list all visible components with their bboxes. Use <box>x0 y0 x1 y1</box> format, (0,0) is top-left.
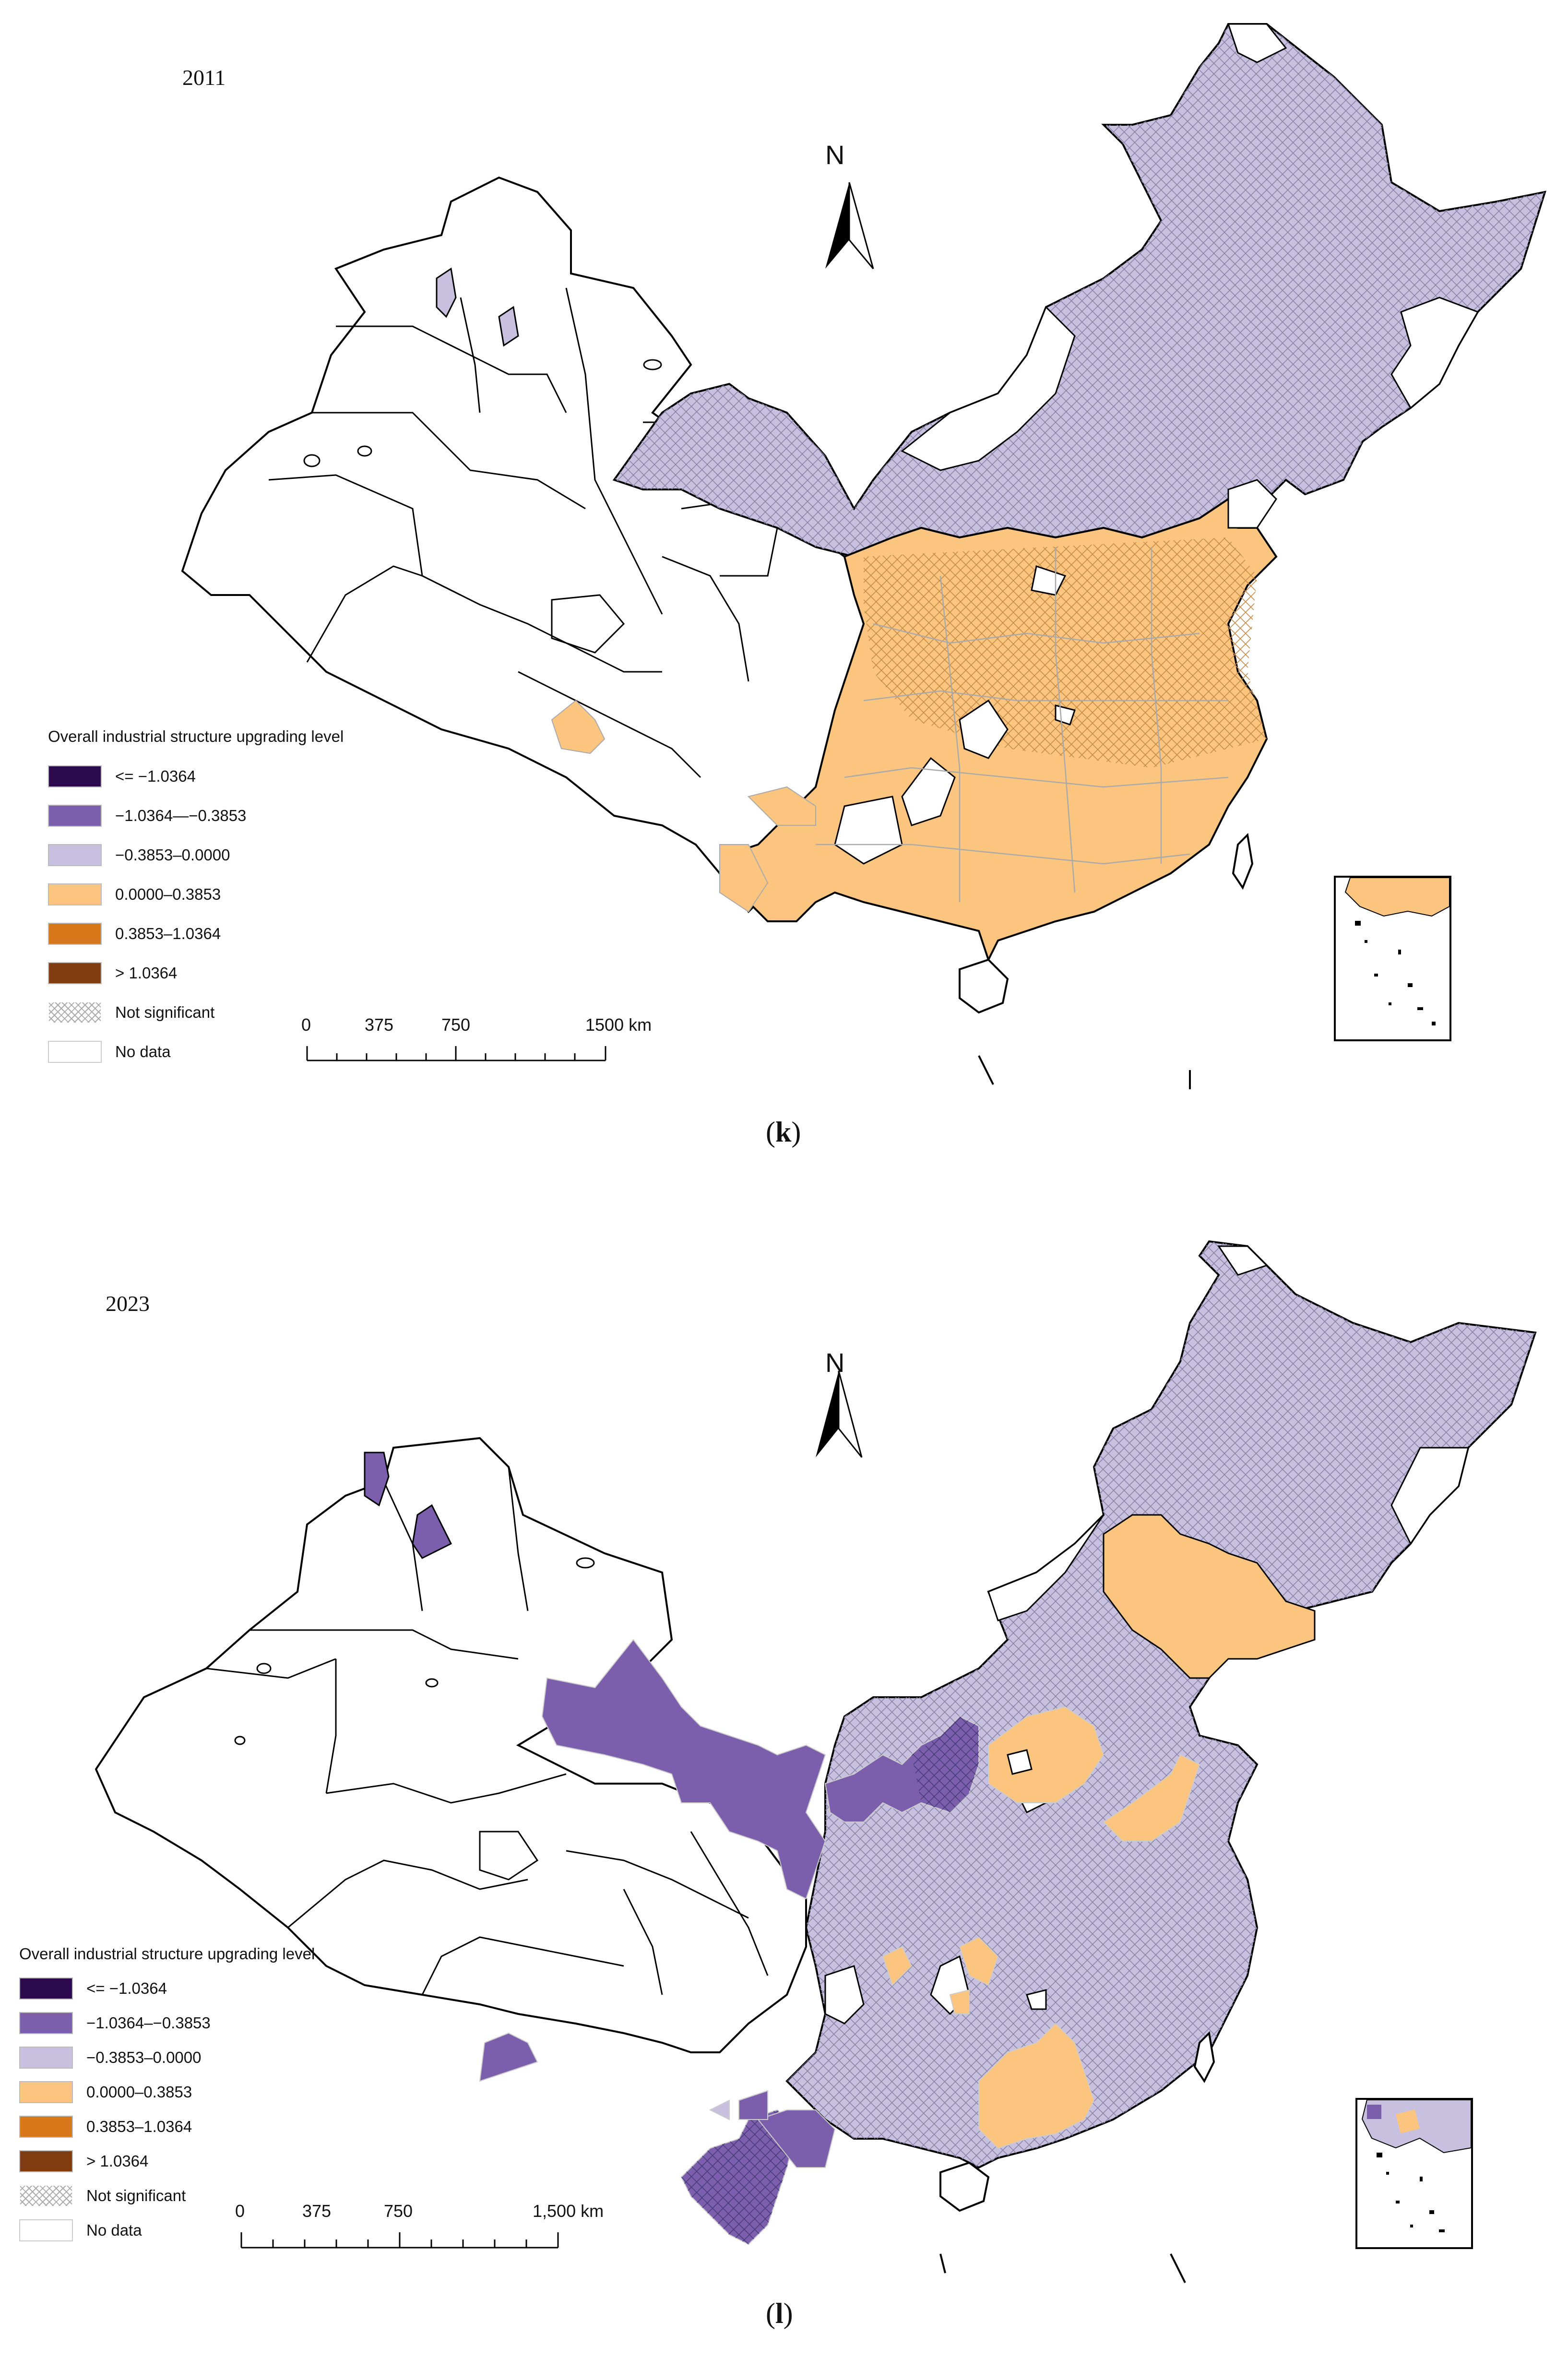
legend-swatch <box>19 2150 73 2172</box>
legend-swatch <box>19 1977 73 2000</box>
legend-item: > 1.0364 <box>48 953 374 993</box>
legend-item: −0.3853–0.0000 <box>48 835 374 875</box>
legend-swatch <box>48 765 102 787</box>
legend-title: Overall industrial structure upgrading l… <box>19 1945 315 1963</box>
scale-bar <box>240 2232 559 2249</box>
legend-swatch-hatch <box>48 1001 102 1024</box>
legend-swatch <box>48 844 102 866</box>
scale-tick-label: 0 <box>301 1015 311 1035</box>
legend-swatch <box>19 2047 73 2069</box>
legend-swatch <box>48 923 102 945</box>
north-label: N <box>825 140 845 170</box>
scale-tick-label: 750 <box>384 2201 413 2221</box>
legend-item: −1.0364—−0.3853 <box>48 796 374 835</box>
map-panel-2011: 2011 <box>48 23 1546 1148</box>
legend-item: Not significant <box>48 993 374 1032</box>
hainan-island <box>959 958 1009 1014</box>
inset-south-china-sea <box>1355 2098 1473 2249</box>
legend: Overall industrial structure upgrading l… <box>48 727 374 1072</box>
region-orange-south <box>978 2023 1095 2149</box>
scale-tick-label: 750 <box>441 1015 471 1035</box>
legend-swatch <box>19 2116 73 2138</box>
north-arrow <box>825 182 874 269</box>
legend-title: Overall industrial structure upgrading l… <box>48 727 344 745</box>
legend-item: > 1.0364 <box>19 2144 345 2179</box>
legend-swatch <box>48 883 102 905</box>
legend-swatch <box>48 1041 102 1063</box>
legend-swatch-hatch <box>19 2185 73 2207</box>
legend-item: No data <box>19 2213 345 2248</box>
scale-tick-label: 375 <box>365 1015 394 1035</box>
scale-tick-label: 0 <box>235 2201 245 2221</box>
legend-swatch <box>19 2219 73 2241</box>
legend-item: <= −1.0364 <box>48 757 374 796</box>
taiwan-island <box>1232 833 1254 890</box>
legend-swatch <box>19 2081 73 2103</box>
legend-swatch <box>19 2012 73 2034</box>
legend-item: 0.3853–1.0364 <box>48 914 374 953</box>
year-label: 2011 <box>182 65 226 90</box>
map-canvas <box>181 23 1546 1089</box>
taiwan-island <box>1193 2031 1215 2083</box>
north-arrow <box>816 1370 863 1458</box>
map-panel-2023: 2023 <box>0 1179 1568 2358</box>
scale-tick-label: 1500 km <box>585 1015 652 1035</box>
legend-item: −0.3853–0.0000 <box>19 2040 345 2075</box>
region-orange-northeast <box>1103 1514 1316 1679</box>
legend-item: −1.0364–−0.3853 <box>19 2006 345 2040</box>
panel-caption: (k) <box>766 1116 801 1148</box>
map-canvas <box>95 1240 1537 2283</box>
legend: Overall industrial structure upgrading l… <box>19 1944 345 2248</box>
legend-swatch <box>48 805 102 827</box>
legend-swatch <box>48 962 102 984</box>
legend-item: 0.0000–0.3853 <box>48 875 374 914</box>
legend-item: Not significant <box>19 2179 345 2213</box>
scale-bar <box>306 1046 606 1061</box>
year-label: 2023 <box>106 1291 150 1316</box>
north-label: N <box>825 1347 845 1378</box>
hainan-island <box>939 2161 990 2212</box>
inset-south-china-sea <box>1334 876 1451 1041</box>
legend-item: <= −1.0364 <box>19 1971 345 2006</box>
legend-item: No data <box>48 1032 374 1072</box>
legend-item: 0.0000–0.3853 <box>19 2075 345 2109</box>
scale-tick-label: 1,500 km <box>533 2201 604 2221</box>
panel-caption: (l) <box>766 2298 793 2329</box>
scale-tick-label: 375 <box>302 2201 332 2221</box>
legend-item: 0.3853–1.0364 <box>19 2109 345 2144</box>
